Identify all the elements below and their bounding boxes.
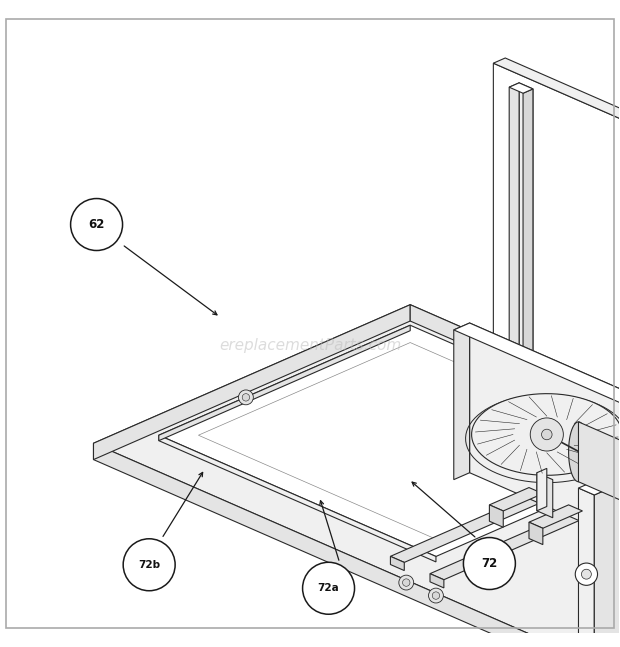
Polygon shape [391, 556, 404, 571]
Polygon shape [529, 505, 582, 528]
Polygon shape [410, 305, 620, 564]
Polygon shape [430, 444, 620, 580]
Polygon shape [537, 473, 553, 518]
Text: ereplacementParts.com: ereplacementParts.com [219, 338, 401, 353]
Circle shape [432, 592, 440, 599]
Polygon shape [198, 342, 620, 539]
Circle shape [239, 390, 254, 405]
Polygon shape [578, 422, 620, 516]
Polygon shape [595, 356, 620, 647]
Polygon shape [159, 435, 436, 562]
Polygon shape [94, 443, 620, 647]
Polygon shape [159, 325, 410, 441]
Polygon shape [159, 325, 620, 556]
Text: 72a: 72a [317, 583, 339, 593]
Text: 62: 62 [89, 218, 105, 231]
Polygon shape [578, 349, 620, 495]
Text: 72b: 72b [138, 560, 160, 570]
Circle shape [242, 393, 250, 401]
Polygon shape [94, 305, 410, 459]
Circle shape [575, 563, 598, 586]
Text: 72: 72 [481, 557, 497, 570]
Polygon shape [472, 393, 620, 476]
Circle shape [399, 575, 414, 590]
Polygon shape [578, 533, 620, 647]
Polygon shape [509, 83, 533, 93]
Polygon shape [578, 488, 595, 647]
Polygon shape [469, 323, 620, 547]
Polygon shape [454, 323, 620, 404]
Polygon shape [494, 63, 620, 489]
Polygon shape [454, 323, 469, 479]
Polygon shape [489, 488, 543, 511]
Circle shape [303, 562, 355, 614]
Polygon shape [537, 468, 547, 511]
Polygon shape [519, 83, 533, 358]
Polygon shape [578, 642, 620, 647]
Circle shape [582, 569, 591, 579]
Polygon shape [489, 505, 503, 527]
Polygon shape [529, 522, 543, 545]
Circle shape [402, 579, 410, 586]
Polygon shape [509, 83, 519, 356]
Polygon shape [391, 426, 620, 562]
Circle shape [463, 538, 515, 589]
Circle shape [123, 539, 175, 591]
Polygon shape [569, 422, 588, 482]
Polygon shape [494, 58, 620, 206]
Polygon shape [523, 89, 533, 363]
Polygon shape [430, 574, 444, 588]
Circle shape [541, 429, 552, 440]
Circle shape [428, 588, 443, 603]
Circle shape [530, 418, 564, 451]
Polygon shape [94, 305, 620, 647]
Circle shape [71, 199, 123, 250]
